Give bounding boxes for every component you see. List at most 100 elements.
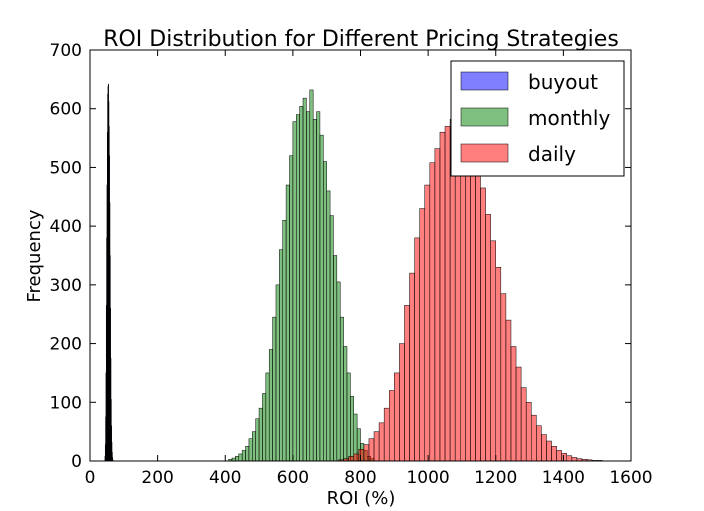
- bar-daily: [536, 425, 542, 462]
- legend-label-daily: daily: [528, 142, 576, 166]
- bar-daily: [429, 162, 436, 462]
- x-tick-label: 400: [209, 468, 241, 488]
- bar-monthly: [292, 121, 297, 462]
- bar-monthly: [343, 346, 348, 462]
- bar-daily: [551, 446, 557, 462]
- bar-monthly: [245, 446, 250, 462]
- bar-monthly: [235, 456, 240, 462]
- bar-monthly: [282, 220, 287, 462]
- x-tick-label: 1600: [609, 468, 652, 488]
- x-tick-label: 0: [85, 468, 96, 488]
- bar-monthly: [306, 111, 311, 462]
- bar-daily: [480, 187, 486, 462]
- bar-monthly: [329, 215, 334, 462]
- y-tick-label: 600: [50, 100, 82, 120]
- bar-monthly: [312, 119, 317, 462]
- bar-monthly: [262, 393, 267, 462]
- axis-ticks: 0 200 400 600 800 1000 1200 1400 1600 0 100 200 300 4…: [50, 41, 653, 488]
- chart-title: ROI Distribution for Different Pricing S…: [103, 27, 619, 52]
- bar-monthly: [319, 134, 324, 462]
- bar-daily: [368, 438, 375, 462]
- bar-monthly: [326, 190, 331, 462]
- bar-daily: [358, 449, 365, 462]
- bar-monthly: [265, 372, 270, 462]
- bar-monthly: [316, 111, 321, 462]
- bar-daily: [495, 266, 502, 462]
- bar-daily: [424, 184, 431, 462]
- bar-daily: [363, 444, 370, 462]
- legend: buyout monthly daily: [450, 60, 625, 177]
- bar-daily: [394, 372, 400, 462]
- y-tick-label: 500: [50, 158, 82, 178]
- bar-daily: [470, 146, 476, 462]
- bar-daily: [566, 455, 573, 462]
- bar-monthly: [268, 349, 273, 462]
- x-tick-label: 1200: [474, 468, 517, 488]
- bar-daily: [353, 453, 360, 462]
- bar-daily: [439, 131, 446, 462]
- bar-daily: [561, 453, 567, 462]
- y-tick-label: 0: [71, 452, 82, 472]
- bar-daily: [444, 126, 451, 462]
- x-tick-label: 200: [141, 468, 173, 488]
- bar-monthly: [248, 438, 253, 462]
- bar-daily: [500, 293, 507, 462]
- bar-monthly: [258, 407, 263, 462]
- legend-swatch-buyout: [460, 71, 509, 91]
- bar-daily: [556, 450, 562, 462]
- bar-monthly: [279, 249, 283, 462]
- legend-label-buyout: buyout: [528, 70, 598, 94]
- bar-daily: [434, 148, 441, 462]
- bar-daily: [531, 414, 537, 462]
- bar-daily: [399, 343, 405, 462]
- bar-daily: [510, 346, 517, 462]
- bar-daily: [515, 366, 522, 462]
- bar-monthly: [336, 281, 341, 462]
- bar-monthly: [238, 453, 243, 462]
- bar-daily: [348, 456, 354, 462]
- bar-monthly: [241, 450, 246, 462]
- bar-monthly: [252, 431, 256, 462]
- bar-daily: [378, 422, 385, 462]
- bar-daily: [475, 167, 481, 462]
- histogram-bars: [104, 83, 603, 462]
- bar-daily: [409, 272, 415, 462]
- y-tick-label: 700: [50, 41, 82, 61]
- legend-label-monthly: monthly: [528, 106, 610, 130]
- legend-swatch-monthly: [460, 107, 509, 127]
- bar-daily: [571, 457, 578, 462]
- bar-monthly: [285, 184, 290, 462]
- bar-daily: [505, 319, 512, 462]
- bar-monthly: [302, 97, 307, 462]
- bar-monthly: [255, 418, 260, 462]
- bar-monthly: [339, 316, 344, 462]
- x-tick-label: 1000: [406, 468, 449, 488]
- y-axis-label: Frequency: [24, 209, 45, 302]
- bar-daily: [490, 240, 496, 462]
- bar-monthly: [309, 89, 314, 462]
- bar-monthly: [346, 372, 351, 462]
- y-tick-label: 100: [50, 393, 82, 413]
- bar-daily: [383, 407, 390, 462]
- y-tick-label: 400: [50, 217, 82, 237]
- bar-daily: [465, 131, 471, 462]
- bar-daily: [546, 440, 552, 462]
- bar-daily: [525, 402, 532, 462]
- legend-swatch-daily: [460, 143, 509, 163]
- y-tick-label: 300: [50, 276, 82, 296]
- bar-monthly: [296, 114, 300, 462]
- bar-daily: [520, 387, 527, 462]
- bar-daily: [373, 431, 380, 462]
- x-tick-label: 1400: [542, 468, 585, 488]
- bar-daily: [414, 237, 420, 462]
- bar-monthly: [299, 106, 304, 462]
- bar-daily: [541, 434, 547, 462]
- y-tick-label: 200: [50, 335, 82, 355]
- bar-daily: [388, 390, 395, 462]
- bar-monthly: [275, 284, 280, 462]
- bar-monthly: [323, 161, 327, 462]
- bar-monthly: [289, 155, 294, 462]
- bar-monthly: [333, 255, 338, 462]
- bar-monthly: [350, 396, 354, 462]
